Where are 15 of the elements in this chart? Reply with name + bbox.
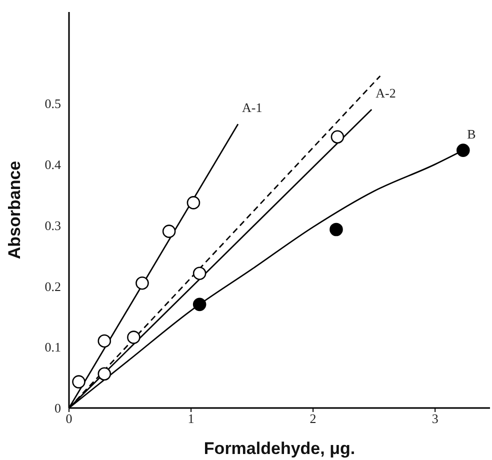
y-tick-label: 0.5 — [44, 96, 61, 111]
x-tick-label: 1 — [188, 411, 194, 426]
y-tick-label: 0.2 — [44, 278, 61, 294]
series-label: A-2 — [376, 85, 396, 100]
series-label: A-1 — [242, 100, 262, 116]
y-tick-label: 0.3 — [44, 218, 61, 233]
y-tick-label: 0 — [54, 400, 61, 416]
y-tick-label: 0.1 — [44, 340, 61, 355]
series-label: B — [467, 126, 476, 142]
x-tick-label: 0 — [66, 411, 72, 426]
y-tick-label: 0.4 — [44, 156, 62, 172]
y-axis-title: Absorbance — [5, 160, 24, 260]
x-tick-label: 3 — [432, 411, 438, 426]
x-tick-label: 2 — [310, 411, 316, 426]
x-axis-title: Formaldehyde, μg. — [204, 439, 356, 458]
